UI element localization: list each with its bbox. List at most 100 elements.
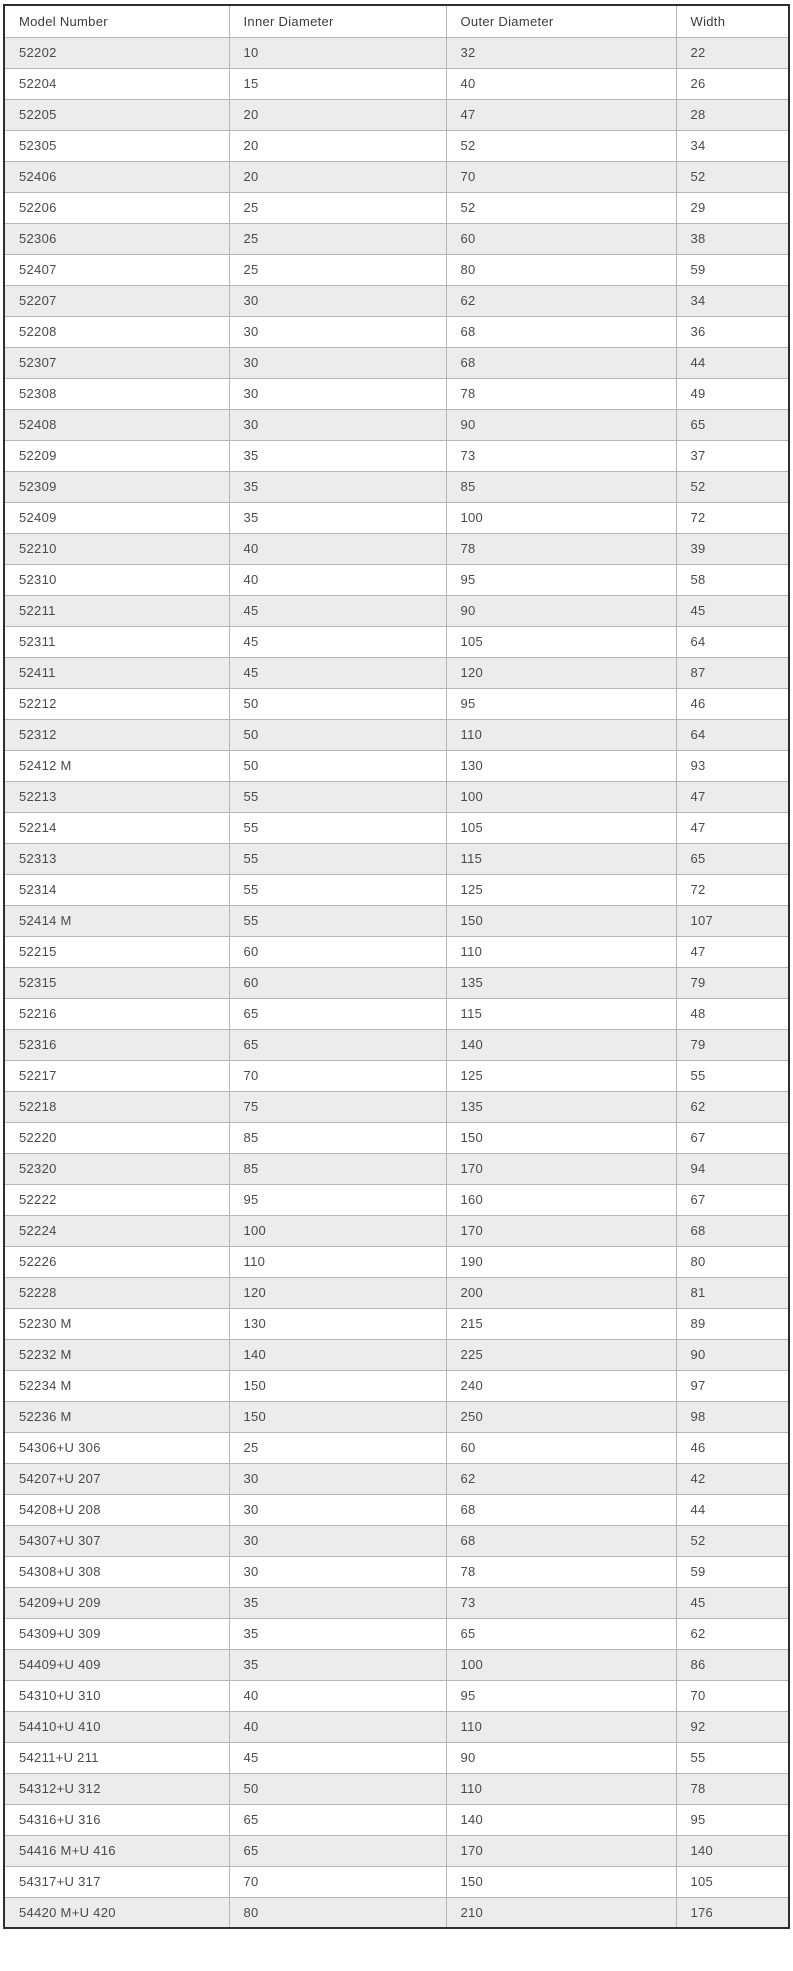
table-row: 52209 35 73 37 — [3, 439, 790, 472]
table-row: 54420 M+U 420 80 210 176 — [3, 1896, 790, 1929]
table-cell-inner-diameter: 55 — [228, 904, 447, 937]
table-cell-width: 55 — [675, 1059, 790, 1092]
table-cell-inner-diameter: 35 — [228, 1617, 447, 1650]
table-cell-inner-diameter: 20 — [228, 160, 447, 193]
table-cell-width: 78 — [675, 1772, 790, 1805]
table-cell-outer-diameter: 90 — [445, 408, 677, 441]
table-cell-model-number: 54307+U 307 — [3, 1524, 230, 1557]
table-cell-model-number: 52412 M — [3, 749, 230, 782]
table-cell-inner-diameter: 85 — [228, 1121, 447, 1154]
table-cell-outer-diameter: 60 — [445, 1431, 677, 1464]
table-cell-model-number: 52213 — [3, 780, 230, 813]
table-row: 52305 20 52 34 — [3, 129, 790, 162]
table-cell-outer-diameter: 95 — [445, 1679, 677, 1712]
table-cell-width: 90 — [675, 1338, 790, 1371]
table-cell-width: 176 — [675, 1896, 790, 1929]
table-cell-outer-diameter: 210 — [445, 1896, 677, 1929]
table-cell-inner-diameter: 45 — [228, 594, 447, 627]
table-cell-inner-diameter: 10 — [228, 36, 447, 69]
table-cell-outer-diameter: 100 — [445, 780, 677, 813]
column-header-model-number: Model Number — [3, 4, 230, 38]
table-cell-model-number: 52313 — [3, 842, 230, 875]
table-cell-inner-diameter: 30 — [228, 1493, 447, 1526]
table-cell-inner-diameter: 130 — [228, 1307, 447, 1340]
table-cell-width: 34 — [675, 284, 790, 317]
table-cell-width: 38 — [675, 222, 790, 255]
table-cell-model-number: 54207+U 207 — [3, 1462, 230, 1495]
table-row: 52306 25 60 38 — [3, 222, 790, 255]
table-cell-width: 92 — [675, 1710, 790, 1743]
table-cell-outer-diameter: 78 — [445, 377, 677, 410]
table-cell-width: 58 — [675, 563, 790, 596]
table-cell-width: 36 — [675, 315, 790, 348]
table-cell-width: 29 — [675, 191, 790, 224]
table-cell-model-number: 52305 — [3, 129, 230, 162]
table-cell-width: 45 — [675, 1586, 790, 1619]
table-row: 52409 35 100 72 — [3, 501, 790, 534]
table-row: 52212 50 95 46 — [3, 687, 790, 720]
table-row: 54307+U 307 30 68 52 — [3, 1524, 790, 1557]
table-row: 54316+U 316 65 140 95 — [3, 1803, 790, 1836]
table-cell-inner-diameter: 45 — [228, 656, 447, 689]
table-cell-width: 64 — [675, 625, 790, 658]
table-row: 54310+U 310 40 95 70 — [3, 1679, 790, 1712]
table-cell-inner-diameter: 60 — [228, 935, 447, 968]
table-cell-outer-diameter: 68 — [445, 315, 677, 348]
column-header-inner-diameter: Inner Diameter — [228, 4, 447, 38]
table-cell-model-number: 52309 — [3, 470, 230, 503]
table-row: 52310 40 95 58 — [3, 563, 790, 596]
table-cell-model-number: 52206 — [3, 191, 230, 224]
table-cell-outer-diameter: 80 — [445, 253, 677, 286]
table-row: 52414 M 55 150 107 — [3, 904, 790, 937]
table-cell-outer-diameter: 60 — [445, 222, 677, 255]
table-row: 54312+U 312 50 110 78 — [3, 1772, 790, 1805]
table-cell-inner-diameter: 120 — [228, 1276, 447, 1309]
table-cell-inner-diameter: 80 — [228, 1896, 447, 1929]
table-cell-width: 64 — [675, 718, 790, 751]
table-cell-model-number: 52222 — [3, 1183, 230, 1216]
table-body: 52202 10 32 22 52204 15 40 26 52205 20 47 28 52305 20… — [3, 36, 790, 1929]
table-row: 54209+U 209 35 73 45 — [3, 1586, 790, 1619]
table-cell-inner-diameter: 25 — [228, 253, 447, 286]
table-cell-width: 47 — [675, 935, 790, 968]
table-cell-inner-diameter: 30 — [228, 1555, 447, 1588]
table-cell-model-number: 54410+U 410 — [3, 1710, 230, 1743]
table-cell-inner-diameter: 25 — [228, 191, 447, 224]
table-cell-outer-diameter: 160 — [445, 1183, 677, 1216]
table-cell-outer-diameter: 190 — [445, 1245, 677, 1278]
table-cell-inner-diameter: 30 — [228, 315, 447, 348]
table-cell-model-number: 54316+U 316 — [3, 1803, 230, 1836]
table-cell-outer-diameter: 150 — [445, 1121, 677, 1154]
table-row: 52309 35 85 52 — [3, 470, 790, 503]
table-cell-width: 59 — [675, 1555, 790, 1588]
table-cell-inner-diameter: 65 — [228, 1803, 447, 1836]
table-cell-model-number: 52312 — [3, 718, 230, 751]
table-cell-outer-diameter: 68 — [445, 346, 677, 379]
table-cell-width: 70 — [675, 1679, 790, 1712]
bearing-spec-table: Model Number Inner Diameter Outer Diamet… — [3, 4, 790, 1929]
table-cell-model-number: 54309+U 309 — [3, 1617, 230, 1650]
table-row: 52412 M 50 130 93 — [3, 749, 790, 782]
table-cell-width: 87 — [675, 656, 790, 689]
table-cell-model-number: 52211 — [3, 594, 230, 627]
table-cell-model-number: 52210 — [3, 532, 230, 565]
table-cell-inner-diameter: 75 — [228, 1090, 447, 1123]
table-cell-inner-diameter: 40 — [228, 532, 447, 565]
table-cell-model-number: 52216 — [3, 997, 230, 1030]
table-cell-inner-diameter: 35 — [228, 501, 447, 534]
table-cell-inner-diameter: 45 — [228, 625, 447, 658]
table-cell-model-number: 52306 — [3, 222, 230, 255]
table-cell-model-number: 52217 — [3, 1059, 230, 1092]
table-cell-inner-diameter: 35 — [228, 439, 447, 472]
table-cell-model-number: 52414 M — [3, 904, 230, 937]
table-row: 52226 110 190 80 — [3, 1245, 790, 1278]
table-cell-outer-diameter: 110 — [445, 718, 677, 751]
table-cell-inner-diameter: 70 — [228, 1865, 447, 1898]
table-cell-inner-diameter: 50 — [228, 687, 447, 720]
table-cell-outer-diameter: 170 — [445, 1214, 677, 1247]
table-cell-inner-diameter: 25 — [228, 1431, 447, 1464]
table-cell-model-number: 54208+U 208 — [3, 1493, 230, 1526]
table-cell-model-number: 54317+U 317 — [3, 1865, 230, 1898]
table-row: 52216 65 115 48 — [3, 997, 790, 1030]
